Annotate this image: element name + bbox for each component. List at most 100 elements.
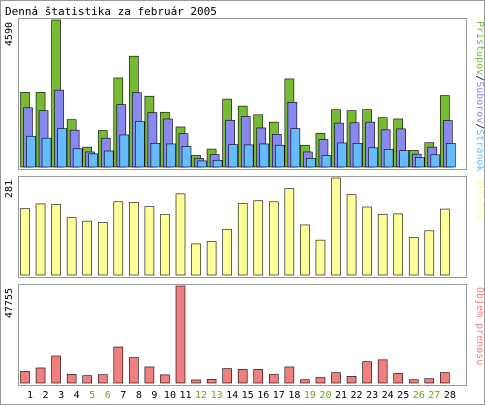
x-axis-day-labels: 1 2 3 4 5 6 7 8 9 10 11 12 13 14 15 16 17 18 19 20 21 22 23 24 2… bbox=[27, 390, 456, 401]
bar-pages-day-25 bbox=[399, 150, 410, 168]
bar-pages-day-28 bbox=[446, 143, 456, 168]
legend-entry: Stránok bbox=[474, 129, 485, 171]
legend-entry: / bbox=[474, 75, 485, 81]
bar-visits-day-8 bbox=[129, 202, 139, 276]
day-label-27: 27 bbox=[428, 390, 440, 401]
bar-visits-day-26 bbox=[408, 237, 419, 276]
bar-kbytes-day-1 bbox=[20, 371, 30, 384]
legend-entry: Prístupov bbox=[474, 21, 485, 75]
bar-visits-day-28 bbox=[440, 208, 450, 276]
bar-pages-day-4 bbox=[72, 148, 83, 168]
bar-visits-day-19 bbox=[300, 224, 310, 276]
ymax-label: 281 bbox=[4, 180, 15, 198]
bar-pages-day-22 bbox=[352, 143, 363, 168]
day-label-10: 10 bbox=[164, 390, 176, 401]
day-label-15: 15 bbox=[242, 390, 254, 401]
bar-visits-day-13 bbox=[206, 241, 217, 276]
bar-kbytes-day-9 bbox=[144, 366, 155, 384]
day-label-13: 13 bbox=[211, 390, 223, 401]
day-label-9: 9 bbox=[151, 390, 157, 401]
bar-kbytes-day-26 bbox=[408, 379, 419, 384]
bar-kbytes-day-10 bbox=[160, 374, 170, 384]
bar-visits-day-21 bbox=[331, 177, 341, 276]
bar-kbytes-day-15 bbox=[237, 369, 248, 384]
bar-pages-day-19 bbox=[306, 158, 316, 168]
legend: Objem prenosu bbox=[474, 287, 485, 365]
panel-hits-files-pages: 4590 Prístupov/Súborov/Stránok bbox=[4, 18, 485, 172]
bar-pages-day-6 bbox=[103, 150, 114, 168]
legend-entry: Návštev bbox=[474, 179, 485, 221]
bar-visits-day-2 bbox=[35, 203, 46, 276]
bar-pages-day-7 bbox=[119, 134, 130, 168]
bar-visits-day-3 bbox=[51, 204, 61, 276]
bar-kbytes-day-2 bbox=[35, 367, 46, 384]
bar-kbytes-day-16 bbox=[253, 369, 264, 384]
bar-visits-day-1 bbox=[20, 208, 30, 276]
day-label-22: 22 bbox=[351, 390, 363, 401]
bar-pages-day-26 bbox=[414, 157, 425, 168]
bar-pages-day-1 bbox=[26, 135, 36, 168]
bar-pages-day-16 bbox=[259, 143, 270, 168]
bar-kbytes-day-20 bbox=[315, 377, 326, 384]
day-label-24: 24 bbox=[382, 390, 394, 401]
bar-kbytes-day-22 bbox=[346, 375, 357, 384]
bar-visits-day-20 bbox=[315, 239, 326, 276]
bar-visits-day-4 bbox=[66, 217, 77, 276]
day-label-6: 6 bbox=[105, 390, 111, 401]
legend: Prístupov/Súborov/Stránok bbox=[474, 21, 485, 172]
bar-pages-day-18 bbox=[290, 128, 301, 168]
bar-pages-day-5 bbox=[88, 153, 98, 168]
bar-kbytes-day-23 bbox=[362, 361, 372, 384]
day-label-5: 5 bbox=[89, 390, 95, 401]
bar-kbytes-day-8 bbox=[129, 357, 139, 384]
legend-entry: Objem prenosu bbox=[474, 287, 485, 365]
bar-visits-day-22 bbox=[346, 194, 357, 276]
bar-pages-day-20 bbox=[321, 155, 332, 168]
bar-visits-day-18 bbox=[284, 188, 295, 276]
bar-kbytes-day-17 bbox=[268, 374, 279, 384]
bar-pages-day-13 bbox=[212, 159, 223, 168]
day-label-20: 20 bbox=[319, 390, 331, 401]
day-label-17: 17 bbox=[273, 390, 285, 401]
bar-kbytes-day-19 bbox=[300, 379, 310, 384]
bar-kbytes-day-12 bbox=[191, 379, 201, 384]
bar-visits-day-7 bbox=[113, 201, 124, 276]
ymax-label: 4590 bbox=[4, 22, 15, 46]
bar-pages-day-23 bbox=[368, 147, 378, 168]
bar-visits-day-15 bbox=[237, 203, 248, 276]
day-label-21: 21 bbox=[335, 390, 347, 401]
bar-kbytes-day-24 bbox=[377, 359, 388, 384]
legend-entry: / bbox=[474, 123, 485, 129]
day-label-28: 28 bbox=[444, 390, 456, 401]
bar-pages-day-21 bbox=[337, 142, 347, 168]
bar-kbytes-day-7 bbox=[113, 346, 124, 384]
bar-kbytes-day-18 bbox=[284, 366, 295, 384]
bar-pages-day-12 bbox=[197, 160, 207, 168]
day-label-3: 3 bbox=[58, 390, 64, 401]
panel-kbytes: 47755 Objem prenosu bbox=[4, 284, 485, 386]
panel-frame bbox=[18, 284, 467, 386]
day-label-1: 1 bbox=[27, 390, 33, 401]
day-label-7: 7 bbox=[120, 390, 126, 401]
legend-entry: Súborov bbox=[474, 81, 485, 123]
day-label-23: 23 bbox=[366, 390, 378, 401]
bar-visits-day-16 bbox=[253, 200, 264, 276]
day-label-18: 18 bbox=[288, 390, 300, 401]
bar-kbytes-day-13 bbox=[206, 379, 217, 384]
bar-pages-day-24 bbox=[383, 149, 394, 168]
bar-visits-day-27 bbox=[424, 230, 435, 276]
legend: Návštev bbox=[474, 179, 485, 221]
day-label-26: 26 bbox=[413, 390, 425, 401]
bar-pages-day-8 bbox=[135, 121, 145, 168]
bar-kbytes-day-25 bbox=[393, 373, 404, 384]
bar-pages-day-2 bbox=[41, 137, 52, 168]
bar-pages-day-17 bbox=[274, 144, 285, 168]
bar-visits-day-5 bbox=[82, 220, 92, 276]
day-label-11: 11 bbox=[179, 390, 191, 401]
bar-kbytes-day-21 bbox=[331, 372, 341, 384]
bar-pages-day-15 bbox=[243, 144, 254, 168]
series-pages bbox=[26, 121, 456, 168]
day-label-14: 14 bbox=[226, 390, 238, 401]
